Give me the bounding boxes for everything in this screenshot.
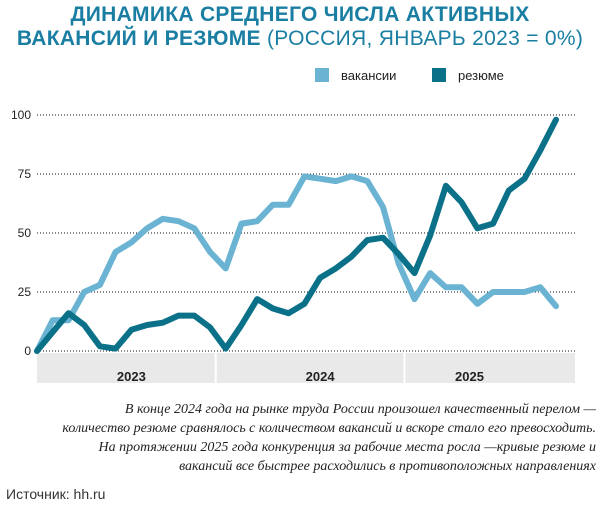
chart-title-main: ВАКАНСИЙ И РЕЗЮМЕ — [16, 27, 261, 50]
legend-label: вакансии — [341, 68, 396, 83]
x-year-label: 2024 — [306, 369, 336, 384]
series-line-resumes — [34, 116, 559, 354]
chart-caption: В конце 2024 года на рынке труда России … — [10, 400, 596, 476]
source-note: Источник: hh.ru — [6, 486, 106, 502]
y-axis-ticks: 0 25 50 75 100 — [11, 108, 31, 358]
caption-line: вакансий все быстрее расходились в проти… — [179, 459, 596, 474]
legend-label: резюме — [458, 68, 504, 83]
caption-line: В конце 2024 года на рынке труда России … — [124, 402, 596, 417]
series-lines — [34, 116, 559, 354]
legend-swatch — [315, 68, 329, 82]
x-year-label: 2025 — [455, 369, 484, 384]
chart-subtitle: (РОССИЯ, ЯНВАРЬ 2023 = 0%) — [260, 27, 584, 50]
y-tick-label: 0 — [24, 344, 31, 358]
x-axis-band — [37, 353, 575, 383]
y-tick-label: 75 — [18, 167, 32, 181]
chart-title-line-2: ВАКАНСИЙ И РЕЗЮМЕ (РОССИЯ, ЯНВАРЬ 2023 =… — [0, 27, 600, 51]
grid-lines — [37, 114, 575, 352]
line-chart: 0 25 50 75 100 2023 2024 2025 вакансии резюме — [11, 68, 575, 384]
y-tick-label: 50 — [18, 226, 32, 240]
y-tick-label: 25 — [18, 285, 32, 299]
y-tick-label: 100 — [11, 108, 31, 122]
legend-swatch — [432, 68, 446, 82]
caption-line: количество резюме сравнялось с количеств… — [62, 421, 596, 436]
caption-line: На протяжении 2025 года конкуренция за р… — [98, 440, 596, 455]
x-year-label: 2023 — [117, 369, 146, 384]
legend: вакансии резюме — [315, 68, 504, 83]
x-axis: 2023 2024 2025 — [37, 353, 575, 384]
chart-title-line-1: ДИНАМИКА СРЕДНЕГО ЧИСЛА АКТИВНЫХ — [70, 3, 530, 26]
series-line-vacancies — [34, 173, 559, 354]
